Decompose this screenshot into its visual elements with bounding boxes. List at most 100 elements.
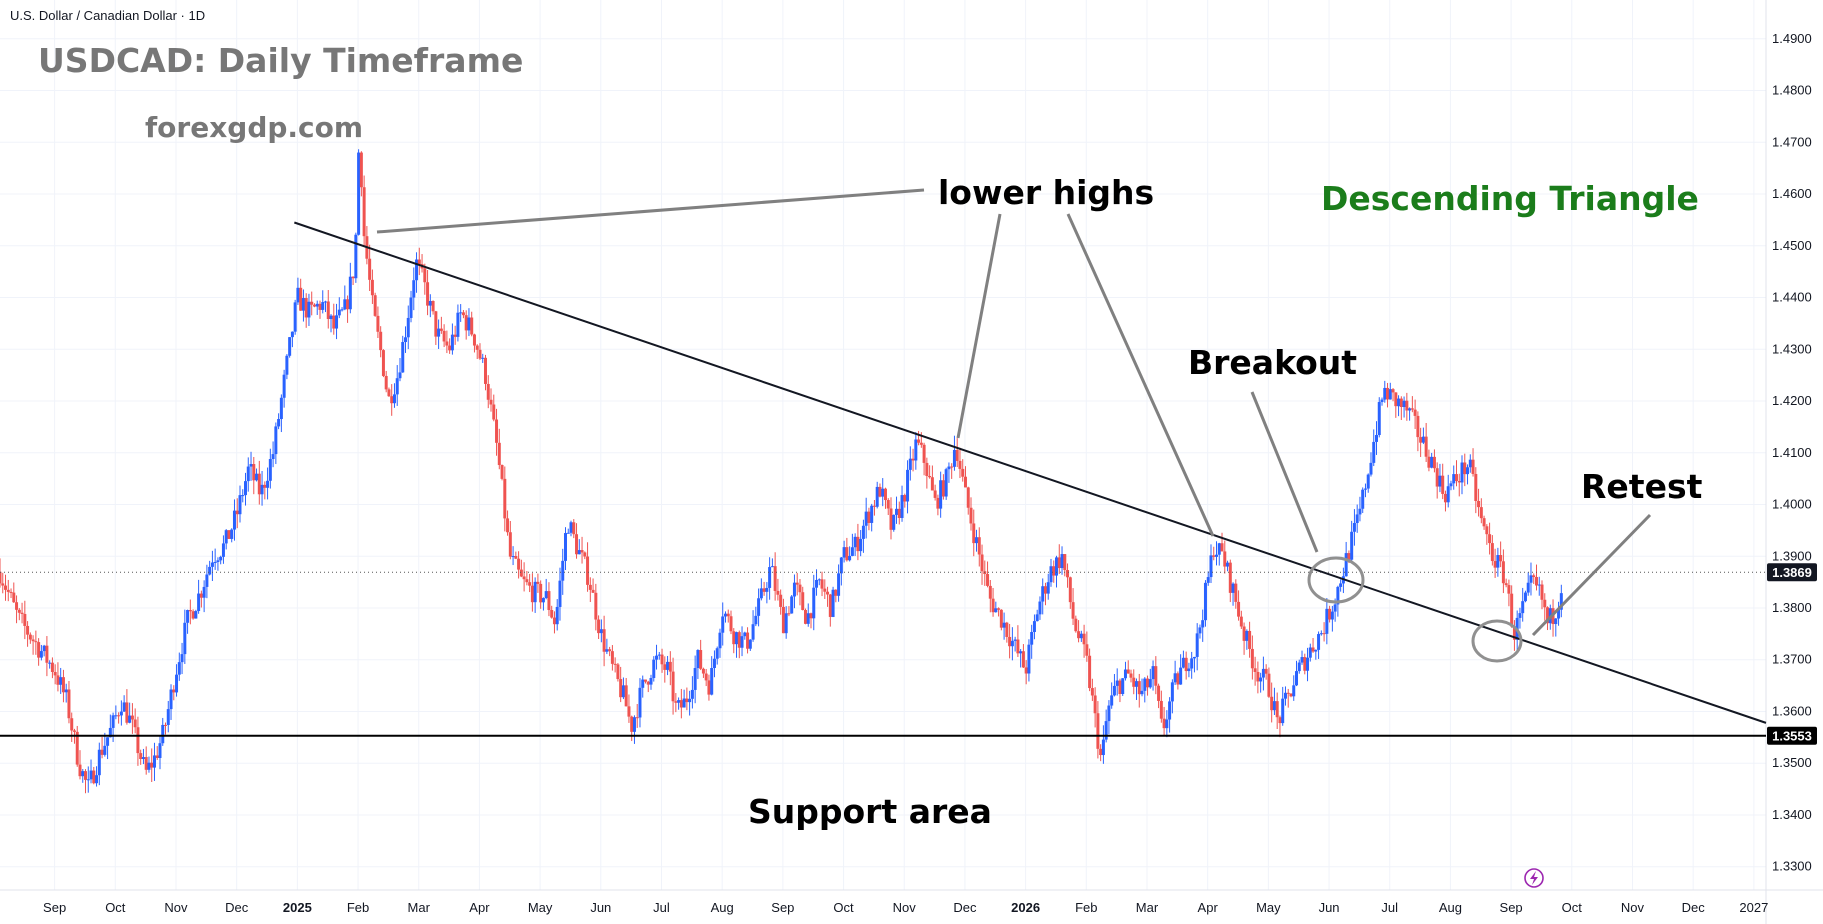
candle-body bbox=[1358, 508, 1362, 515]
candle-body bbox=[155, 755, 159, 758]
candle-body bbox=[735, 632, 739, 645]
candle-body bbox=[790, 596, 794, 614]
candle-body bbox=[842, 547, 846, 558]
candle-body bbox=[210, 562, 214, 567]
candle-body bbox=[467, 317, 471, 331]
candle-body bbox=[1512, 626, 1516, 640]
candle-body bbox=[359, 152, 363, 188]
candle-body bbox=[81, 771, 85, 777]
candle-body bbox=[1041, 586, 1045, 602]
candle-body bbox=[249, 464, 253, 467]
candle-body bbox=[944, 469, 948, 497]
candle-body bbox=[1019, 651, 1023, 654]
annotation-breakout: Breakout bbox=[1188, 343, 1357, 382]
candle-body bbox=[1488, 534, 1492, 544]
candle-body bbox=[1352, 523, 1356, 532]
candle-body bbox=[1300, 657, 1304, 663]
candle-body bbox=[649, 678, 653, 685]
candle-body bbox=[111, 715, 115, 728]
candle-body bbox=[1253, 668, 1257, 672]
candle-body bbox=[867, 511, 871, 523]
candle-body bbox=[483, 357, 487, 384]
candle-body bbox=[701, 668, 705, 674]
candle-body bbox=[1388, 389, 1392, 400]
candle-body bbox=[1308, 647, 1312, 658]
candle-body bbox=[459, 312, 463, 314]
symbol-label[interactable]: U.S. Dollar / Canadian Dollar · 1D bbox=[10, 8, 205, 23]
time-tick-label: Mar bbox=[408, 900, 431, 915]
candle-body bbox=[975, 537, 979, 544]
candle-body bbox=[1082, 633, 1086, 645]
candle-body bbox=[348, 276, 352, 310]
candle-body bbox=[685, 698, 689, 703]
candle-body bbox=[1126, 669, 1130, 674]
candle-body bbox=[1055, 557, 1059, 576]
candle-body bbox=[75, 731, 79, 765]
candle-body bbox=[423, 268, 427, 283]
candle-body bbox=[864, 511, 868, 526]
candle-body bbox=[710, 668, 714, 695]
candle-body bbox=[1071, 602, 1075, 619]
time-tick-label: Jul bbox=[1381, 900, 1398, 915]
candle-body bbox=[881, 488, 885, 497]
time-tick-label: Oct bbox=[833, 900, 854, 915]
candle-body bbox=[395, 378, 399, 395]
candle-body bbox=[1419, 437, 1423, 443]
candle-body bbox=[671, 671, 675, 702]
candle-body bbox=[108, 727, 112, 738]
candle-body bbox=[715, 648, 719, 659]
candle-body bbox=[478, 349, 482, 359]
candle-body bbox=[528, 582, 532, 586]
price-tick-label: 1.4800 bbox=[1772, 83, 1812, 98]
candle-body bbox=[619, 679, 623, 698]
candle-body bbox=[130, 715, 134, 720]
candle-body bbox=[310, 301, 314, 305]
candle-body bbox=[1397, 398, 1401, 407]
candle-body bbox=[1173, 673, 1177, 683]
candle-body bbox=[1170, 682, 1174, 702]
candle-body bbox=[541, 598, 545, 603]
candle-body bbox=[1333, 604, 1337, 612]
candle-body bbox=[707, 680, 711, 695]
candle-body bbox=[817, 579, 821, 581]
candle-body bbox=[1181, 657, 1185, 668]
candle-body bbox=[141, 757, 145, 760]
candle-body bbox=[1129, 673, 1133, 678]
candle-body bbox=[1201, 620, 1205, 628]
candle-body bbox=[792, 582, 796, 597]
candle-body bbox=[743, 632, 747, 637]
candle-body bbox=[1068, 577, 1072, 603]
candle-body bbox=[1049, 566, 1053, 583]
candle-body bbox=[1212, 555, 1216, 557]
candle-body bbox=[122, 702, 126, 712]
candle-body bbox=[450, 334, 454, 351]
candle-body bbox=[762, 588, 766, 592]
candle-body bbox=[1074, 618, 1078, 632]
candle-body bbox=[351, 276, 355, 279]
candle-body bbox=[4, 585, 8, 590]
candle-body bbox=[1002, 622, 1006, 628]
candle-body bbox=[103, 745, 107, 755]
candle-body bbox=[1008, 636, 1012, 647]
candle-body bbox=[608, 649, 612, 652]
candle-body bbox=[1377, 402, 1381, 436]
candle-body bbox=[1466, 467, 1470, 475]
time-tick-label: May bbox=[1256, 900, 1281, 915]
candle-body bbox=[304, 298, 308, 318]
candle-body bbox=[605, 649, 609, 652]
candle-body bbox=[919, 442, 923, 445]
candle-body bbox=[221, 543, 225, 557]
candle-body bbox=[246, 466, 250, 482]
current-price-label: 1.3869 bbox=[1772, 565, 1812, 580]
time-axis[interactable]: Sep Oct Nov Dec 2025 Feb Mar Apr May Jun Jul Aug Sep… bbox=[43, 900, 1768, 915]
candle-body bbox=[329, 315, 333, 319]
candle-body bbox=[966, 487, 970, 508]
price-axis[interactable]: 1.4900 1.4800 1.4700 1.4600 1.4500 1.4400 1.43… bbox=[1772, 31, 1812, 874]
lightning-icon[interactable] bbox=[1524, 868, 1544, 888]
candle-body bbox=[1162, 718, 1166, 729]
candle-body bbox=[591, 589, 595, 593]
candle-body bbox=[1063, 554, 1067, 571]
candle-body bbox=[955, 449, 959, 461]
candle-body bbox=[1146, 678, 1150, 688]
